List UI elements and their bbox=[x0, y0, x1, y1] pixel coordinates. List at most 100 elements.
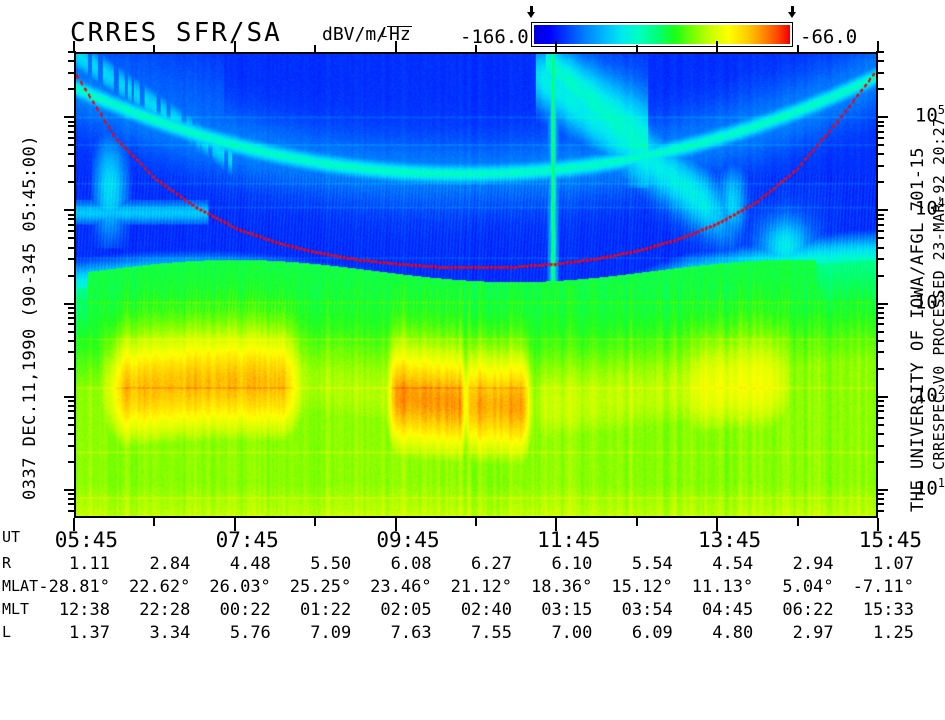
y-tick-minor bbox=[876, 274, 884, 277]
y-tick-minor bbox=[876, 317, 884, 320]
y-tick-minor bbox=[876, 400, 884, 403]
table-cell: 6.27 bbox=[471, 554, 512, 574]
y-tick-label: 101 bbox=[914, 476, 945, 500]
y-tick-minor bbox=[876, 130, 884, 133]
y-tick-minor bbox=[68, 339, 76, 342]
y-tick-minor bbox=[876, 311, 884, 314]
y-tick-minor bbox=[68, 423, 76, 426]
y-tick-minor bbox=[68, 509, 76, 512]
table-cell: 12:38 bbox=[58, 600, 110, 620]
y-tick-minor bbox=[68, 367, 76, 370]
y-tick-major bbox=[876, 395, 888, 398]
table-cell: 4.54 bbox=[712, 554, 754, 574]
y-tick-minor bbox=[68, 125, 76, 128]
y-tick-label: 103 bbox=[914, 289, 945, 313]
y-tick-minor bbox=[876, 136, 884, 139]
table-cell: 15.12° bbox=[611, 577, 673, 597]
spectrogram-plot bbox=[74, 52, 878, 518]
x-tick-major bbox=[73, 518, 75, 531]
colorbar-min-value: -166.0 bbox=[460, 26, 529, 48]
table-cell: 15:45 bbox=[858, 528, 922, 552]
table-cell: 7.00 bbox=[551, 623, 593, 643]
y-tick-minor bbox=[876, 246, 884, 249]
y-tick-minor bbox=[876, 60, 884, 63]
y-tick-minor bbox=[68, 144, 76, 147]
colorbar-gradient bbox=[534, 25, 790, 44]
table-cell: 00:22 bbox=[219, 600, 271, 620]
right-caption-processing: CRRESPEC V0 PROCESSED 23-MAR-92 20:27 bbox=[930, 117, 945, 470]
table-row: MLT 12:38 22:28 00:22 01:22 02:05 02:40 03:15 03… bbox=[0, 600, 945, 623]
y-tick-major bbox=[64, 395, 76, 398]
y-tick-minor bbox=[68, 237, 76, 240]
table-cell: 5.76 bbox=[229, 623, 271, 643]
colorbar-max-value: -66.0 bbox=[800, 26, 858, 48]
table-cell: 1.07 bbox=[873, 554, 914, 574]
table-row-label: MLT bbox=[2, 600, 30, 618]
table-cell: 11.13° bbox=[691, 577, 754, 597]
table-cell: 1.25 bbox=[873, 623, 914, 643]
y-tick-label: 104 bbox=[914, 196, 945, 220]
y-tick-minor bbox=[876, 460, 884, 463]
y-tick-minor bbox=[68, 498, 76, 501]
x-tick-major bbox=[233, 518, 236, 531]
x-tick-major bbox=[716, 518, 719, 531]
table-cell: 25.25° bbox=[289, 577, 352, 597]
x-tick-minor bbox=[635, 518, 638, 526]
y-tick-minor bbox=[876, 416, 884, 419]
y-tick-minor bbox=[876, 432, 884, 435]
table-cell: 02:40 bbox=[460, 600, 512, 620]
y-tick-minor bbox=[68, 164, 76, 167]
y-tick-minor bbox=[876, 120, 884, 123]
y-tick-minor bbox=[68, 351, 76, 354]
y-tick-minor bbox=[68, 218, 76, 221]
y-tick-minor bbox=[68, 51, 76, 54]
table-cell: 04:45 bbox=[702, 600, 754, 620]
x-tick-minor bbox=[475, 518, 477, 526]
table-cell: 01:22 bbox=[300, 600, 352, 620]
table-cell: 06:22 bbox=[782, 600, 834, 620]
y-tick-minor bbox=[876, 444, 884, 447]
table-cell: 03:15 bbox=[541, 600, 593, 620]
table-cell: 7.55 bbox=[471, 623, 512, 643]
colorbar-min-arrow-icon bbox=[527, 6, 536, 20]
y-tick-minor bbox=[68, 258, 76, 261]
y-tick-minor bbox=[68, 432, 76, 435]
table-cell: 1.37 bbox=[69, 623, 110, 643]
y-tick-minor bbox=[68, 400, 76, 403]
ephemeris-table: UT 05:45 07:45 09:45 11:45 13:45 15:45 R 1.11 2.8… bbox=[0, 528, 945, 646]
y-tick-major bbox=[64, 116, 76, 119]
y-tick-minor bbox=[68, 410, 76, 413]
sqrt-icon: Hz bbox=[387, 24, 411, 45]
y-tick-minor bbox=[68, 181, 76, 184]
x-tick-top bbox=[716, 41, 719, 52]
x-tick-top bbox=[153, 45, 156, 52]
table-row: UT 05:45 07:45 09:45 11:45 13:45 15:45 bbox=[0, 528, 945, 554]
x-tick-minor bbox=[153, 518, 156, 526]
x-tick-top bbox=[394, 41, 397, 52]
y-tick-minor bbox=[876, 51, 884, 54]
y-tick-label: 105 bbox=[914, 103, 945, 127]
y-tick-minor bbox=[876, 410, 884, 413]
table-cell: 22:28 bbox=[139, 600, 191, 620]
table-row-label: MLAT bbox=[2, 577, 39, 595]
y-tick-minor bbox=[876, 509, 884, 512]
x-tick-major bbox=[394, 518, 397, 531]
table-cell: 4.80 bbox=[712, 623, 754, 643]
table-cell: 02:05 bbox=[380, 600, 432, 620]
table-cell: 5.50 bbox=[310, 554, 352, 574]
y-tick-minor bbox=[68, 460, 76, 463]
y-tick-minor bbox=[68, 60, 76, 63]
table-cell: 5.54 bbox=[631, 554, 673, 574]
page-title: CRRES SFR/SA bbox=[70, 18, 282, 48]
y-tick-minor bbox=[68, 493, 76, 496]
x-tick-top bbox=[796, 45, 799, 52]
y-tick-minor bbox=[68, 246, 76, 249]
y-tick-minor bbox=[876, 330, 884, 333]
table-cell: 1.11 bbox=[69, 554, 110, 574]
y-tick-label: 102 bbox=[914, 382, 945, 407]
table-cell: -7.11° bbox=[852, 577, 914, 597]
table-cell: 6.09 bbox=[631, 623, 673, 643]
y-tick-minor bbox=[876, 153, 884, 156]
table-cell: 5.04° bbox=[782, 577, 834, 597]
left-caption: 0337 DEC.11,1990 (90-345 05:45:00) bbox=[20, 135, 40, 500]
